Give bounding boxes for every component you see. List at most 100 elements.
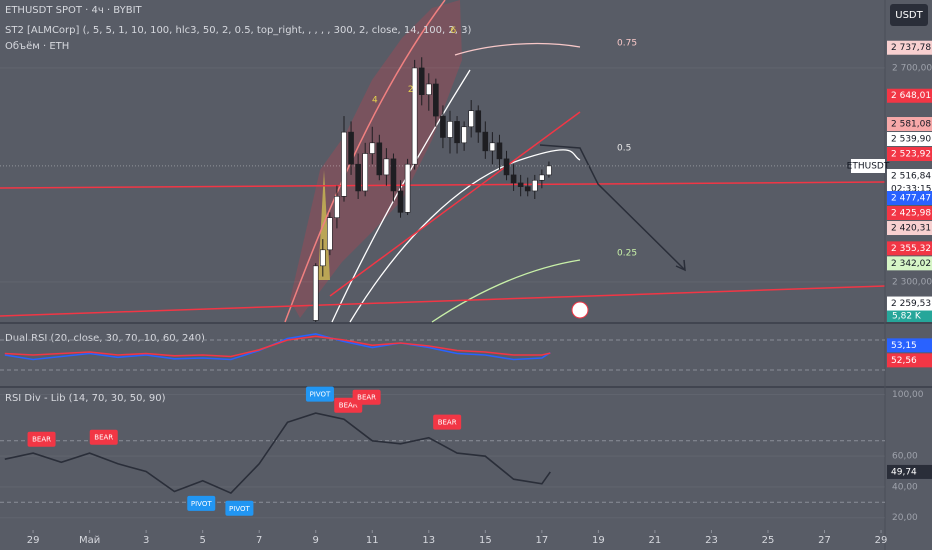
y-tick-label: 100,00: [892, 390, 924, 400]
currency[interactable]: USDT: [895, 10, 923, 21]
candle-body: [440, 115, 446, 138]
price-label: 52,56: [891, 356, 917, 366]
price-label: 2 425,98: [891, 209, 931, 219]
price-label: 49,74: [891, 467, 917, 477]
pane-title: Dual RSI (20, close, 30, 70, 10, 60, 240…: [5, 333, 205, 344]
price-label: 2 581,08: [891, 120, 931, 130]
candle-body: [482, 131, 489, 152]
signal-tag-label: BEAR: [438, 419, 457, 427]
signal-tag: [352, 389, 381, 405]
candle-body: [327, 217, 333, 251]
price-label: 2 355,32: [891, 244, 931, 254]
price-label-box: [887, 88, 932, 103]
candle-body: [397, 190, 404, 213]
signal-tag-label: BEAR: [32, 436, 51, 444]
event-icon[interactable]: [571, 301, 589, 319]
price-label-box: [887, 206, 932, 221]
candle-body: [425, 83, 432, 95]
x-tick-label: 23: [705, 535, 718, 546]
candle-body: [503, 158, 510, 176]
trend-line: [329, 111, 581, 297]
signal-tag-label: BEAR: [357, 394, 376, 402]
signal-tag-label: BEAR: [339, 402, 358, 410]
candle-body: [319, 249, 326, 267]
signal-tag: [305, 386, 334, 402]
curve: [349, 149, 581, 323]
currency-button[interactable]: [890, 4, 928, 26]
price-label-box: [887, 191, 932, 206]
pane-title: RSI Div - Lib (14, 70, 30, 50, 90): [5, 393, 166, 404]
candle-body: [362, 153, 368, 192]
price-label-box: [887, 117, 932, 132]
signal-tag-label: PIVOT: [191, 500, 212, 508]
annotation: 4: [372, 96, 378, 106]
curve: [454, 42, 581, 56]
y-tick-label: 2 300,00: [892, 277, 932, 287]
x-tick-label: 29: [875, 535, 888, 546]
signal-tag-label: PIVOT: [229, 505, 250, 513]
trend-line: [0, 181, 886, 189]
x-tick-label: 19: [592, 535, 605, 546]
signal-tag: [27, 431, 56, 447]
price-label: 2 737,78: [891, 43, 931, 53]
candle-body: [348, 131, 354, 165]
price-label-box: [887, 338, 932, 353]
candle-body: [334, 196, 340, 218]
price-label-box: [887, 221, 932, 236]
candle-body: [369, 142, 376, 154]
candle-body: [496, 142, 503, 160]
arrow-head: [675, 259, 686, 272]
candle-body: [447, 121, 453, 138]
candle-body: [461, 126, 467, 144]
projection-arrow: [539, 144, 686, 271]
x-tick-label: 21: [649, 535, 662, 546]
candle-body: [489, 142, 496, 152]
x-tick-label: 13: [422, 535, 435, 546]
y-tick-label: 20,00: [892, 513, 918, 523]
x-tick-label: 25: [762, 535, 775, 546]
candle-body: [390, 158, 397, 192]
signal-tag: [187, 495, 216, 511]
candle-body: [539, 174, 545, 181]
volume-label: 5,82 K: [892, 312, 922, 322]
candle-body: [454, 121, 460, 144]
curve: [431, 259, 581, 323]
candle-body: [433, 83, 439, 117]
signal-tag: [225, 500, 254, 516]
price-label-box: [887, 241, 932, 256]
countdown: 02:33:15: [891, 185, 931, 195]
series-line: [4, 335, 551, 358]
price-label: 2 342,02: [891, 259, 931, 269]
price-label: 2 259,53: [891, 299, 931, 309]
symbol: ETHUSDT: [847, 162, 890, 172]
x-tick-label: Май: [79, 535, 100, 546]
annotation: 0.75: [617, 38, 637, 48]
x-tick-label: 11: [366, 535, 379, 546]
price-label-box: [887, 40, 932, 55]
candle-body: [531, 179, 538, 192]
x-tick-label: 15: [479, 535, 492, 546]
curve: [331, 69, 471, 323]
candle-body: [383, 158, 390, 176]
price-label: 2 648,01: [891, 91, 931, 101]
price-label-box: [887, 464, 932, 479]
price-label-box: [887, 353, 932, 368]
signal-tag: [433, 414, 462, 430]
candle-body: [404, 163, 411, 213]
x-tick-label: 29: [27, 535, 40, 546]
annotation: 2: [408, 85, 414, 95]
x-tick-label: 7: [256, 535, 262, 546]
candle-body: [411, 67, 418, 165]
annotation: 0.5: [617, 143, 631, 153]
indicator-legend: Объём · ETH: [5, 41, 69, 52]
candle-body: [524, 186, 531, 192]
price-label-box: [887, 256, 932, 271]
y-tick-label: 40,00: [892, 482, 918, 492]
series-line: [4, 333, 551, 361]
annotation: 6: [451, 26, 457, 36]
series-line: [4, 412, 551, 495]
annotation: 0.25: [617, 249, 637, 259]
y-tick-label: 60,00: [892, 452, 918, 462]
